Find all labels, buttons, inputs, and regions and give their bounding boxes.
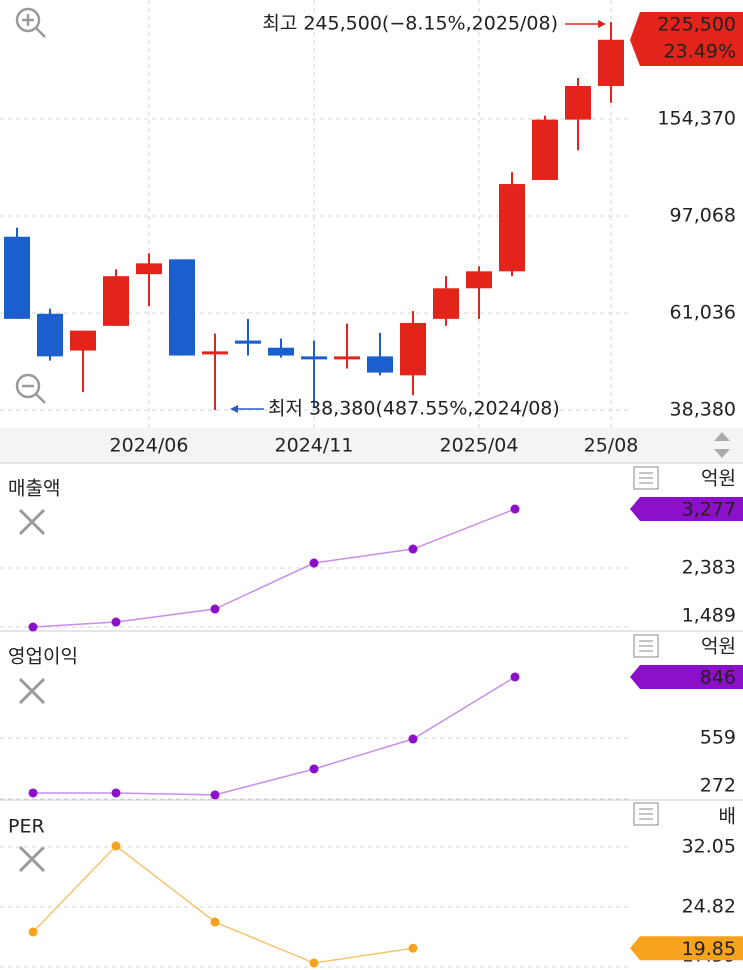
candle-body [367, 356, 393, 373]
panel-title: 매출액 [8, 478, 60, 500]
candle-body [334, 356, 360, 360]
series-dot [111, 841, 121, 851]
series-line [33, 676, 516, 796]
series-dot [408, 544, 418, 554]
low-annotation: 최저 38,380(487.55%,2024/08) [268, 398, 560, 420]
annotation-arrowhead [230, 405, 238, 413]
high-annotation: 최고 245,500(−8.15%,2025/08) [262, 13, 558, 35]
candle-body [565, 85, 591, 120]
y-tick-label: 24.82 [682, 896, 736, 918]
panel-unit: 억원 [701, 468, 736, 490]
series-dot [309, 558, 319, 568]
last-value-tag [630, 664, 743, 689]
last-value: 19.85 [682, 938, 736, 960]
x-tick-label: 25/08 [584, 435, 639, 457]
series-dot [111, 788, 121, 798]
panel-unit: 억원 [701, 636, 736, 658]
x-tick-label: 2024/06 [110, 435, 189, 457]
series-dot [28, 927, 38, 937]
candle-body [268, 347, 294, 356]
candle-body [103, 276, 129, 326]
series-dot [510, 504, 520, 514]
zoom-in[interactable] [15, 7, 46, 38]
series-dot [28, 622, 38, 632]
y-tick-label: 272 [700, 775, 736, 797]
panel-title: 영업이익 [8, 646, 78, 668]
y-tick-label: 1,489 [682, 605, 736, 627]
last-price: 225,500 [657, 14, 736, 36]
panel-title: PER [8, 816, 45, 838]
candle-body [4, 236, 30, 319]
date-axis-band [0, 428, 743, 463]
candle-body [499, 184, 525, 272]
candle-body [235, 340, 261, 344]
candle-body [202, 351, 228, 355]
series-line [32, 508, 516, 628]
close-icon[interactable] [18, 677, 46, 705]
last-value-tag [630, 497, 743, 522]
y-tick-label: 154,370 [657, 108, 736, 130]
series-dot [210, 917, 220, 927]
candle-body [532, 119, 558, 181]
last-price-tag [630, 12, 743, 66]
series-line [32, 844, 414, 964]
series-dot [309, 764, 319, 774]
x-tick-label: 2024/11 [275, 435, 354, 457]
menu-icon[interactable] [633, 802, 659, 826]
zoom-out[interactable] [15, 373, 46, 404]
candle-body [136, 263, 162, 275]
candle-body [70, 330, 96, 351]
series-dot [510, 672, 520, 682]
series-dot [28, 788, 38, 798]
y-tick-label: 61,036 [670, 302, 736, 324]
y-tick-label: 38,380 [670, 399, 736, 421]
y-tick-label: 2,383 [682, 557, 736, 579]
menu-icon[interactable] [633, 634, 659, 658]
menu-icon[interactable] [633, 466, 659, 490]
candle-body [400, 322, 426, 376]
last-value: 846 [700, 666, 736, 688]
candle-body [37, 313, 63, 357]
candle-body [598, 39, 624, 86]
last-change: 23.49% [664, 41, 736, 63]
x-tick-label: 2025/04 [440, 435, 519, 457]
series-dot [309, 958, 319, 968]
candle-body [433, 288, 459, 319]
close-icon[interactable] [18, 508, 46, 536]
series-dot [210, 604, 220, 614]
series-dot [408, 943, 418, 953]
last-value-tag [630, 936, 743, 961]
candle-body [169, 259, 195, 356]
series-dot [408, 734, 418, 744]
y-tick-label: 32.05 [682, 835, 736, 857]
candle-body [466, 271, 492, 289]
scroll-arrows[interactable] [714, 432, 730, 458]
series-dot [210, 790, 220, 800]
last-value: 3,277 [682, 499, 736, 521]
y-tick-label: 559 [700, 726, 736, 748]
close-icon[interactable] [18, 845, 46, 873]
y-tick-label: 97,068 [670, 205, 736, 227]
series-dot [111, 617, 121, 627]
panel-unit: 배 [719, 806, 736, 828]
candle-body [301, 356, 327, 360]
annotation-arrowhead [598, 20, 606, 28]
